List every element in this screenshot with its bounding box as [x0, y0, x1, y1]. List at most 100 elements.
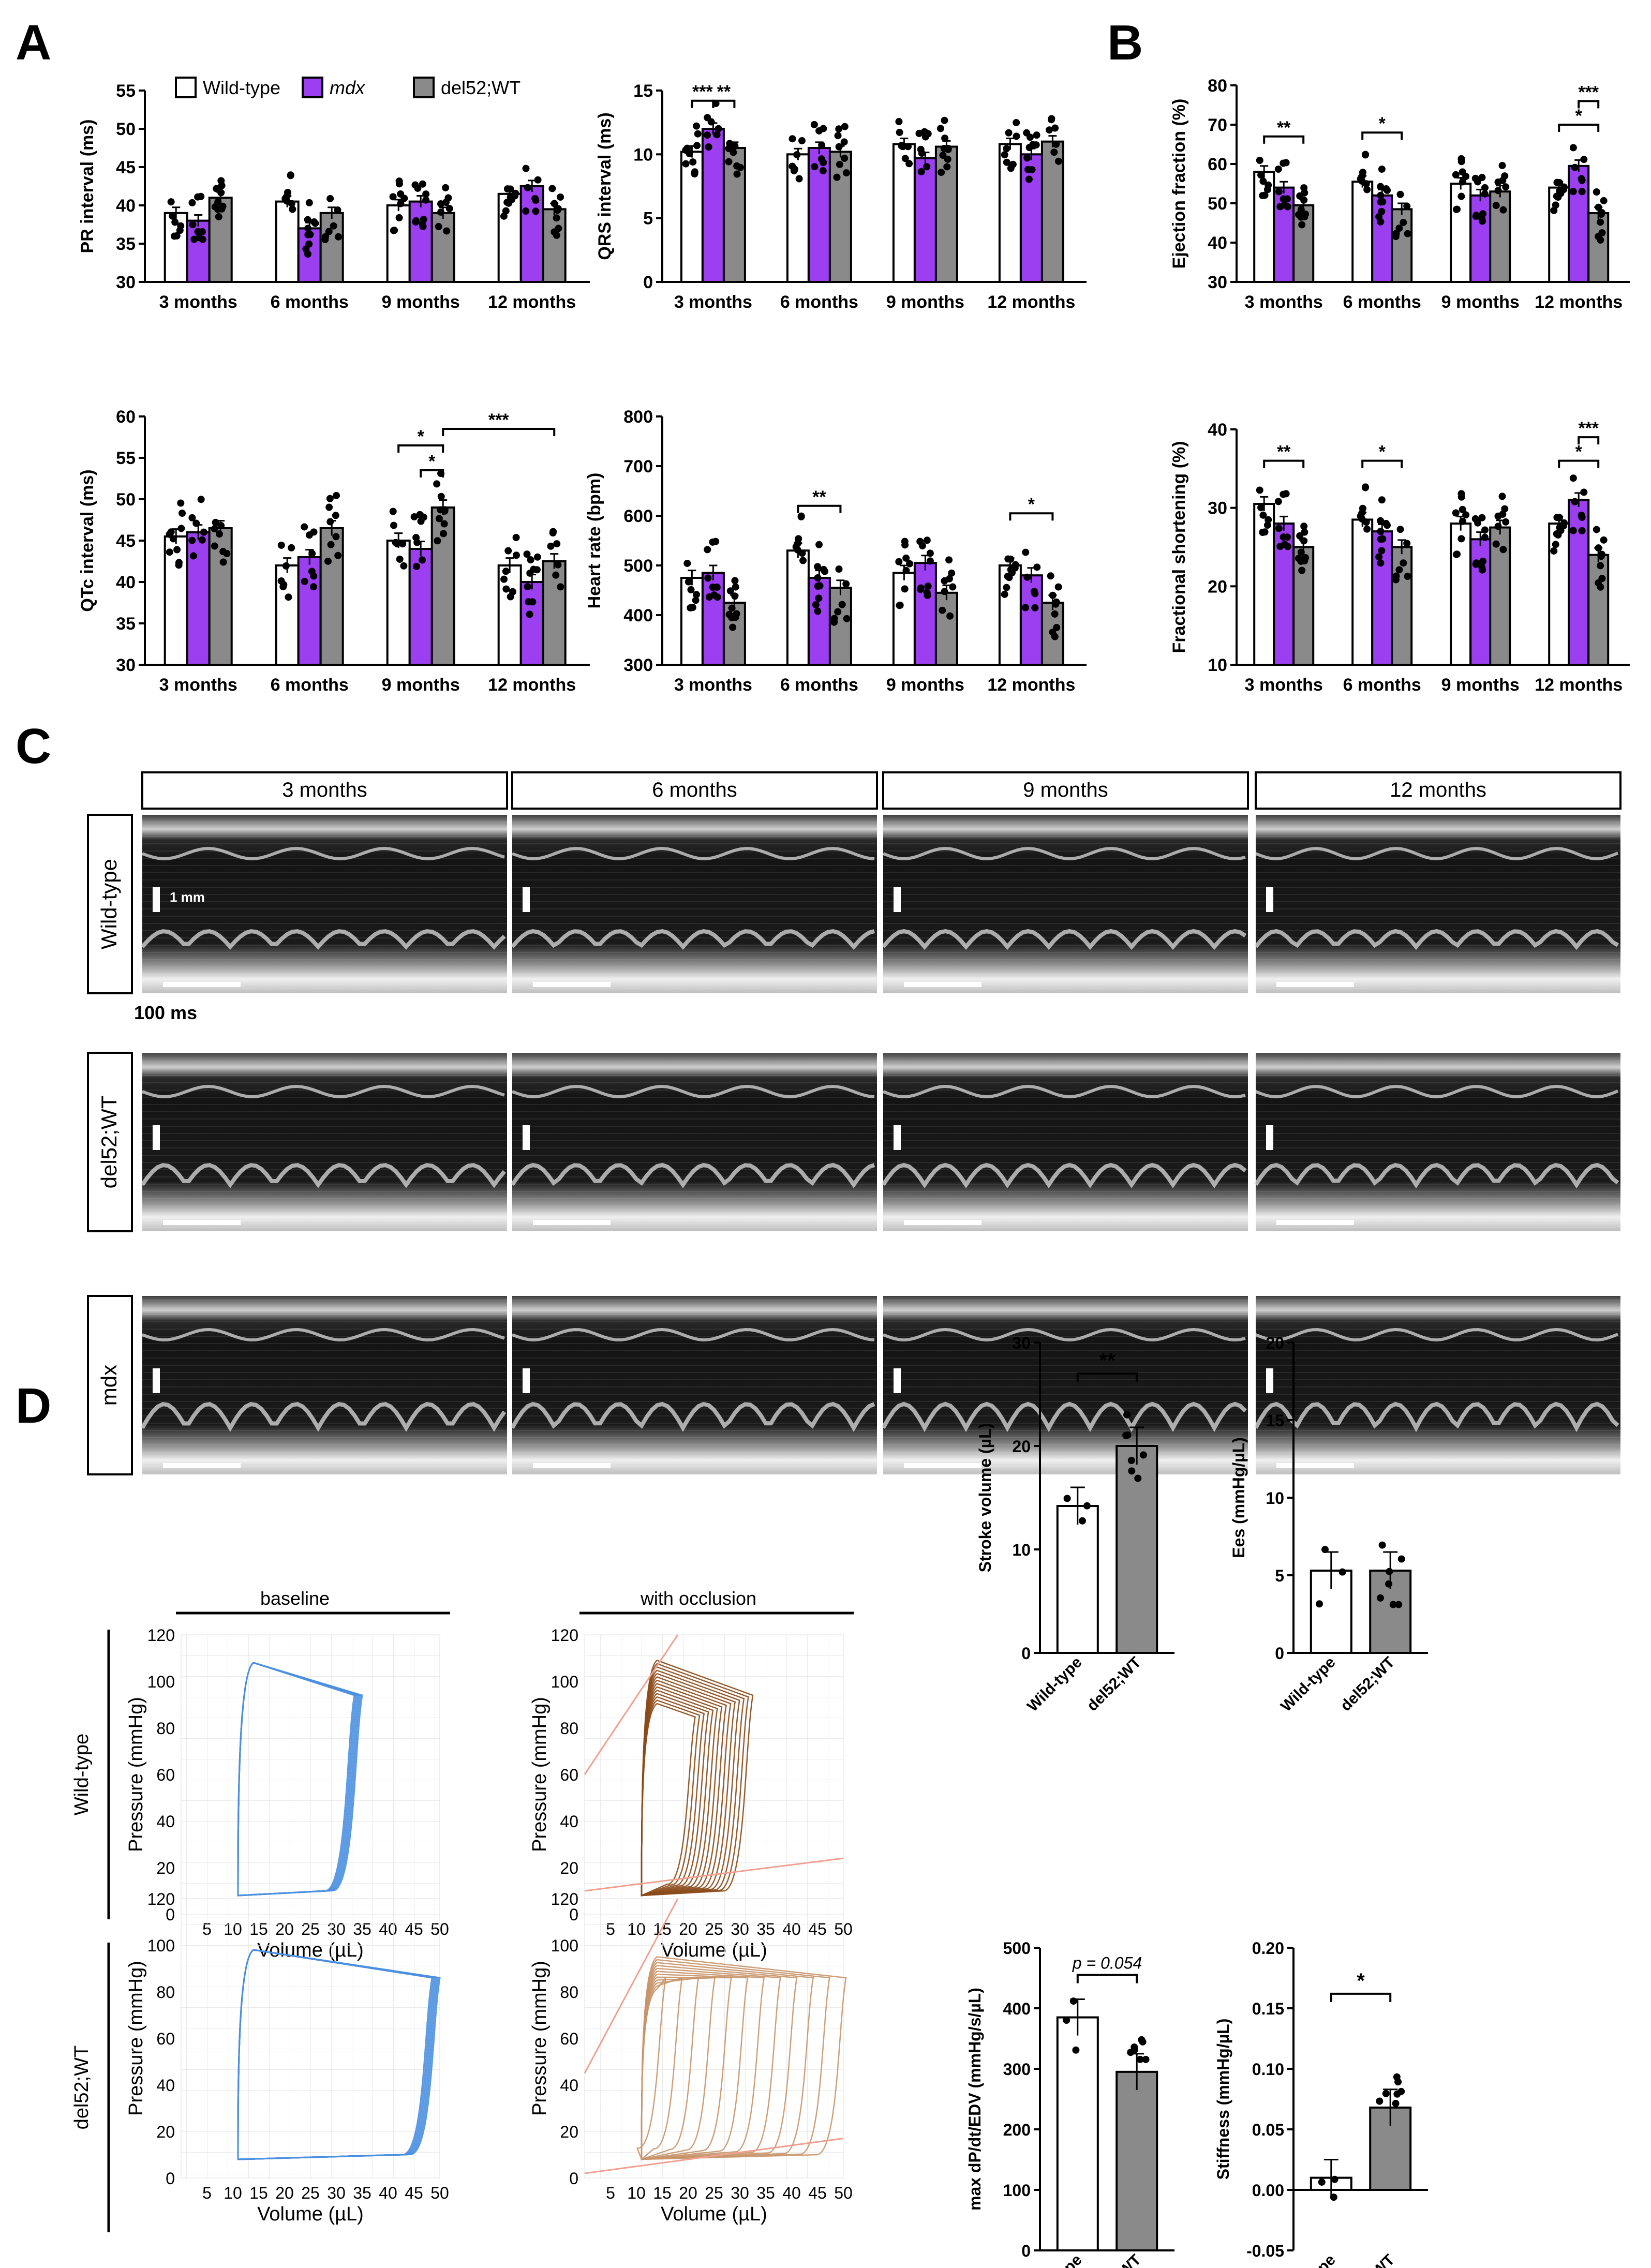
scale-bar-ms	[163, 1220, 241, 1225]
data-point	[1472, 559, 1480, 567]
data-point	[713, 131, 721, 139]
data-point	[304, 231, 312, 238]
data-point	[167, 198, 175, 206]
data-point	[789, 135, 796, 143]
data-point	[321, 236, 329, 244]
data-point	[1595, 579, 1602, 587]
pv-y-tick-label: 120	[147, 1626, 175, 1645]
data-point	[389, 508, 397, 515]
data-point	[1033, 563, 1041, 571]
scale-bar-ms	[533, 982, 611, 987]
data-point	[211, 542, 218, 550]
bar-wildtype	[1450, 523, 1472, 666]
y-tick-label: 5	[643, 209, 653, 229]
data-point	[1397, 1555, 1405, 1563]
bar-del52wt	[430, 212, 455, 283]
data-point	[1052, 598, 1060, 606]
y-tick-label: 300	[623, 655, 653, 675]
data-point	[217, 521, 225, 529]
bar-wildtype	[1548, 186, 1570, 283]
data-point	[326, 195, 334, 202]
significance-bracket	[1076, 1974, 1138, 1983]
data-point	[304, 216, 311, 223]
pv-y-tick-label: 80	[560, 1983, 578, 2002]
data-point	[1131, 2043, 1138, 2051]
pv-y-tick-label: 60	[156, 1766, 175, 1784]
espvr-line	[584, 1898, 679, 2074]
data-point	[843, 615, 851, 622]
data-point	[301, 577, 308, 585]
data-point	[277, 541, 285, 549]
scale-bar-ms	[1276, 1463, 1354, 1468]
data-point	[525, 598, 532, 606]
data-point	[936, 125, 944, 132]
pv-x-tick-label: 25	[705, 2184, 723, 2202]
data-point	[395, 214, 403, 221]
data-point	[215, 213, 222, 220]
significance-bracket	[1263, 135, 1305, 144]
data-point	[310, 572, 318, 580]
data-point	[435, 515, 443, 523]
data-point	[1559, 522, 1567, 530]
pv-loop-trace	[636, 1977, 666, 2160]
data-point	[1478, 174, 1486, 182]
column-header-box	[1255, 771, 1622, 810]
y-tick-label: 70	[1208, 115, 1227, 135]
data-point	[1459, 517, 1466, 525]
data-point	[924, 583, 932, 590]
data-point	[213, 185, 220, 192]
panel-d-pv-loops: baseline with occlusion Wild-type del52;WT 0…	[71, 1588, 854, 2232]
bar-del52wt	[542, 208, 567, 283]
pv-y-axis-label: Pressure (mmHg)	[125, 1697, 147, 1852]
data-point	[1078, 1517, 1086, 1525]
column-header: 6 months	[652, 779, 737, 801]
data-point	[441, 507, 449, 515]
data-point	[945, 556, 953, 564]
chart-qtc-interval: 30 35 40 45 50 55 60 QTc interval (ms) 3 months 6…	[78, 407, 590, 695]
data-point	[502, 568, 510, 575]
data-point	[733, 170, 741, 178]
row-label: del52;WT	[97, 1096, 121, 1189]
data-point	[1569, 527, 1577, 534]
data-point	[512, 534, 520, 542]
data-point	[1392, 233, 1400, 241]
data-point	[1395, 225, 1403, 232]
pv-y-tick-label: 20	[560, 1859, 578, 1877]
pv-x-tick-label: 35	[353, 2184, 371, 2202]
scale-bar-mm	[894, 887, 901, 912]
bar-mdx	[1469, 538, 1492, 666]
data-point	[1457, 158, 1465, 166]
data-point	[941, 116, 948, 124]
bar-wildtype	[786, 549, 810, 666]
y-tick-label: 100	[1003, 2181, 1031, 2200]
data-point	[1003, 158, 1010, 166]
data-point	[1298, 221, 1306, 229]
data-point	[1031, 604, 1039, 611]
y-tick-label: 0.00	[1252, 2181, 1284, 2200]
pv-x-tick-label: 20	[679, 2184, 697, 2202]
data-point	[522, 165, 530, 172]
data-point	[1362, 518, 1370, 526]
data-point	[1382, 519, 1390, 527]
data-point	[533, 566, 541, 574]
data-point	[1595, 544, 1602, 552]
data-point	[527, 556, 534, 564]
data-point	[1393, 2073, 1401, 2081]
bar-mdx	[1568, 499, 1590, 666]
data-point	[1580, 156, 1588, 163]
data-point	[1479, 566, 1486, 574]
data-point	[938, 169, 945, 176]
data-point	[1330, 2194, 1337, 2201]
data-point	[794, 539, 802, 547]
data-point	[1553, 530, 1560, 538]
data-point	[1063, 2017, 1070, 2024]
data-point	[943, 163, 951, 171]
bar-mdx	[807, 577, 831, 666]
x-tick-label: Wild-type	[1277, 1654, 1339, 1715]
y-tick-label: 20	[1012, 1437, 1031, 1456]
scale-ms-label: 100 ms	[134, 1002, 197, 1023]
y-tick-label: 60	[1208, 155, 1227, 174]
bar-wildtype	[1310, 1570, 1352, 1654]
data-point	[547, 542, 555, 550]
row-label-box	[87, 1052, 133, 1232]
